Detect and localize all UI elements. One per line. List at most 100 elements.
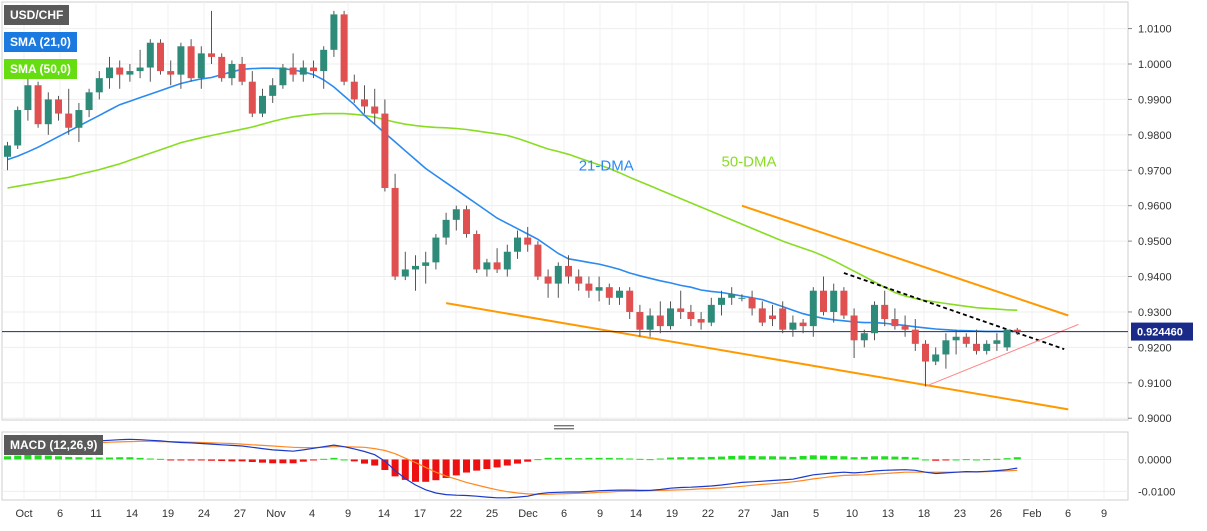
date-tick-label: 10 [846, 508, 858, 520]
candle-body [452, 209, 460, 220]
date-axis: Oct 6 11 14 19 24 27 Nov 4 9 14 17 22 25 Dec 6 9 14 19 22 27… [15, 508, 1107, 520]
candle-body [228, 63, 236, 79]
annotations: 21-DMA 50-DMA [579, 154, 777, 175]
candle-body [799, 322, 807, 327]
macd-histogram-bar [565, 457, 572, 460]
candle-body [860, 333, 868, 341]
candle-body [769, 315, 776, 320]
price-tick-label: 0.9000 [1138, 413, 1172, 425]
candle-body [738, 297, 746, 299]
macd-histogram-bar [1003, 458, 1011, 460]
candle-body [952, 336, 960, 341]
candle-body [616, 290, 623, 298]
macd-histogram-bar [544, 457, 552, 460]
candle-body [809, 290, 817, 327]
date-tick-label: Feb [1023, 508, 1042, 520]
macd-histogram-bar [626, 458, 634, 460]
candle-body [758, 308, 766, 323]
macd-tick-label: -0.0100 [1138, 486, 1175, 498]
macd-histogram-bar [799, 455, 807, 460]
candle-body [279, 67, 287, 86]
macd-histogram-bar [769, 456, 776, 460]
candle-body [187, 46, 195, 79]
macd-histogram-bar [381, 459, 389, 470]
macd-histogram-bar [758, 456, 766, 460]
resize-grip-line [554, 428, 574, 430]
macd-histogram-bar [412, 459, 419, 482]
panel-resize-handle[interactable] [554, 425, 574, 430]
macd-panel [4, 438, 1021, 499]
macd-histogram-bar [136, 457, 144, 460]
macd-histogram-bar [575, 458, 583, 460]
candle-body [320, 49, 328, 72]
macd-histogram-bar [962, 459, 970, 461]
date-tick-label: 19 [162, 508, 174, 520]
date-tick-label: 18 [918, 508, 930, 520]
candle-body [871, 304, 878, 334]
macd-histogram-bar [106, 457, 113, 460]
ma-annotation: 21-DMA [579, 157, 634, 174]
date-tick-label: 9 [345, 508, 351, 520]
candle-body [707, 304, 715, 323]
macd-histogram-bar [85, 457, 93, 460]
macd-histogram-bar [891, 456, 899, 460]
candle-body [830, 290, 838, 312]
candle-body [524, 237, 532, 245]
date-tick-label: 9 [1101, 508, 1107, 520]
candle-body [371, 106, 379, 114]
macd-histogram-bar [911, 457, 919, 460]
resize-grip-line [554, 425, 574, 427]
date-tick-label: 13 [882, 508, 894, 520]
macd-histogram-bar [177, 459, 185, 461]
candle-body [962, 336, 970, 344]
macd-histogram-bar [422, 459, 430, 482]
macd-histogram-bar [656, 458, 664, 460]
macd-histogram-bar [14, 455, 22, 460]
channel-line [445, 302, 1069, 411]
candle-body [381, 113, 389, 188]
dashed-resistance-line [843, 272, 1065, 351]
candle-body [299, 67, 307, 75]
macd-histogram-bar [350, 459, 358, 462]
macd-histogram-bar [1013, 457, 1021, 460]
candle-body [391, 187, 399, 277]
legend-symbol: USD/CHF [4, 5, 70, 25]
macd-histogram-bar [503, 459, 511, 466]
candle-body [238, 63, 246, 82]
date-tick-label: 26 [990, 508, 1002, 520]
candle-body [554, 265, 562, 284]
macd-histogram-bar [340, 459, 348, 461]
macd-histogram-bar [493, 459, 501, 468]
date-tick-label: 24 [198, 508, 210, 520]
date-tick-label: 5 [813, 508, 819, 520]
macd-histogram-bar [646, 459, 654, 461]
candle-body [677, 308, 685, 312]
candle-body [840, 290, 848, 316]
date-tick-label: Oct [15, 508, 32, 520]
macd-histogram-bar [483, 459, 491, 470]
candle-body [514, 237, 521, 252]
macd-histogram-bar [44, 455, 52, 460]
candle-body [177, 46, 185, 75]
macd-histogram-bar [585, 457, 593, 460]
date-tick-label: 27 [234, 508, 246, 520]
candle-body [942, 340, 950, 355]
macd-histogram-bar [208, 459, 215, 461]
candle-body [197, 53, 205, 79]
macd-histogram-bar [146, 458, 154, 460]
macd-histogram-bar [616, 458, 623, 460]
candle-body [585, 283, 593, 291]
candle-body [565, 265, 572, 277]
candle-body [289, 67, 297, 75]
macd-histogram-bar [299, 459, 307, 462]
price-tick-label: 0.9100 [1138, 378, 1172, 390]
candle-body [483, 262, 491, 270]
macd-histogram-bar [922, 459, 929, 461]
macd-histogram-bar [707, 456, 715, 460]
macd-histogram-bar [973, 459, 980, 461]
date-tick-label: 17 [414, 508, 426, 520]
candle-body [75, 110, 83, 128]
moving-average-lines [7, 67, 1018, 333]
macd-histogram-bar [524, 459, 532, 462]
